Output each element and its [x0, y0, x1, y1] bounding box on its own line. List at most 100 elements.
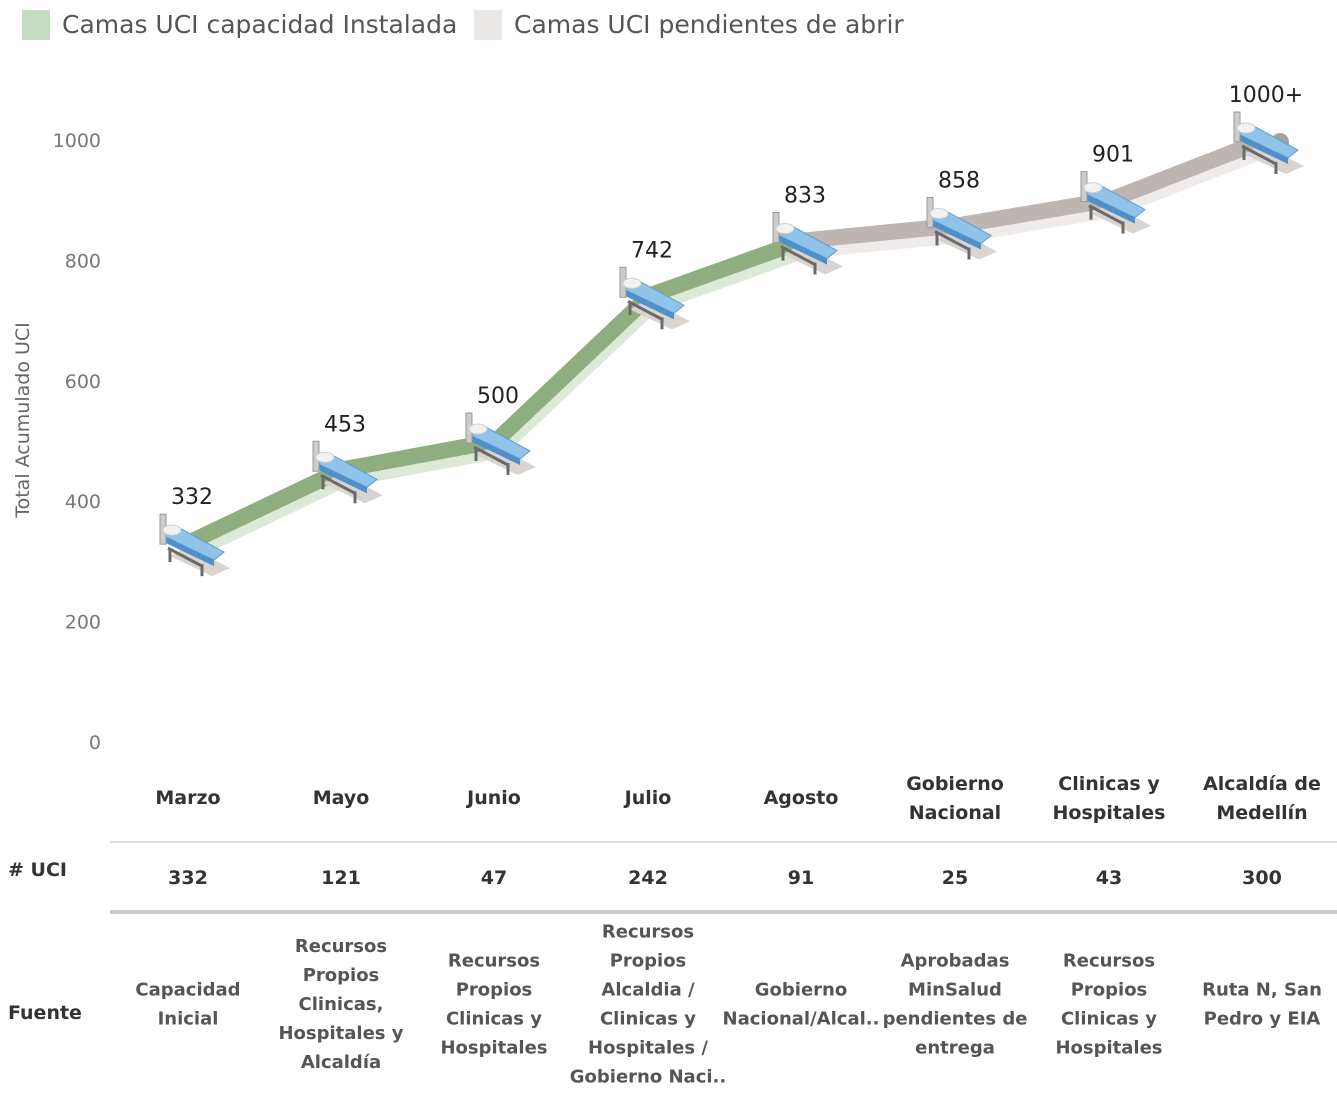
fuente-cell-1-1: Propios — [303, 965, 380, 986]
y-tick-200: 200 — [65, 612, 101, 634]
fuente-cell-1-2: Clinicas, — [299, 994, 384, 1015]
fuente-cell-1-0: Recursos — [295, 936, 387, 957]
data-label-3: 742 — [631, 238, 673, 263]
uci-cell-4: 91 — [788, 867, 814, 889]
y-tick-0: 0 — [89, 732, 101, 754]
table-uci-row: 332 121 47 242 91 25 43 300 — [168, 867, 1282, 889]
fuente-cell-0-0: Capacidad — [135, 980, 240, 1001]
bed-mattress-side — [1238, 134, 1288, 164]
fuente-cell-4-0: Gobierno — [755, 980, 847, 1001]
bed-frame — [627, 299, 663, 321]
uci-cell-1: 121 — [321, 867, 361, 889]
y-tick-600: 600 — [65, 371, 101, 393]
bed-mattress-side — [624, 289, 674, 320]
row-label-fuente: Fuente — [8, 1002, 82, 1024]
bed-mattress-side — [470, 435, 520, 465]
col-header-4-0: Agosto — [764, 787, 839, 809]
uci-cell-2: 47 — [481, 867, 507, 889]
bed-shadow — [630, 299, 690, 330]
col-header-3-0: Julio — [623, 787, 672, 809]
y-axis-label: Total Acumulado UCI — [12, 322, 34, 519]
fuente-cell-7-1: Pedro y EIA — [1204, 1009, 1321, 1030]
row-label-uci: # UCI — [8, 859, 67, 881]
fuente-cell-2-1: Propios — [456, 980, 533, 1001]
uci-cell-7: 300 — [1242, 867, 1282, 889]
fuente-cell-3-1: Propios — [610, 951, 687, 972]
bed-pillow — [1083, 182, 1103, 194]
fuente-cell-0-1: Inicial — [158, 1009, 219, 1030]
bed-icon-4 — [772, 212, 843, 275]
fuente-cell-6-0: Recursos — [1063, 951, 1155, 972]
bed-pillow — [162, 524, 182, 536]
y-tick-800: 800 — [65, 250, 101, 272]
y-tick-1000: 1000 — [53, 130, 101, 152]
bed-shadow — [783, 244, 843, 275]
col-header-6-1: Hospitales — [1053, 802, 1166, 824]
data-label-7: 1000+ — [1229, 83, 1303, 108]
col-header-1-0: Mayo — [313, 787, 370, 809]
fuente-cell-3-0: Recursos — [602, 922, 694, 943]
bed-frame — [934, 230, 970, 251]
uci-cell-5: 25 — [942, 867, 968, 889]
y-tick-400: 400 — [65, 491, 101, 513]
col-header-7-0: Alcaldía de — [1203, 773, 1321, 795]
table-header-row: Marzo Mayo Junio Julio Agosto Gobierno Naciona… — [155, 773, 1321, 824]
bed-icon-5 — [926, 196, 997, 260]
bed-mattress-side — [1085, 193, 1135, 224]
data-label-5: 858 — [938, 168, 980, 193]
fuente-cell-5-2: pendientes de — [883, 1009, 1028, 1030]
bed-mattress-side — [317, 463, 367, 494]
series-1-line — [795, 132, 1272, 249]
bed-shadow — [1091, 203, 1151, 234]
bed-icon-2 — [465, 412, 536, 475]
bed-frame — [780, 245, 816, 266]
data-label-2: 500 — [477, 384, 519, 409]
uci-cell-3: 242 — [628, 867, 668, 889]
bed-frame — [1088, 204, 1124, 225]
fuente-cell-3-2: Alcaldia / — [601, 980, 695, 1001]
col-header-5-0: Gobierno — [906, 773, 1004, 795]
data-label-1: 453 — [324, 412, 366, 437]
fuente-cell-2-0: Recursos — [448, 951, 540, 972]
fuente-cell-5-0: Aprobadas — [901, 951, 1010, 972]
bed-mattress-side — [931, 219, 981, 250]
bed-pillow — [1236, 122, 1256, 134]
fuente-cell-3-4: Hospitales / — [588, 1038, 708, 1059]
bed-frame — [320, 473, 356, 495]
fuente-cell-3-3: Clinicas y — [600, 1009, 696, 1030]
fuente-cell-5-3: entrega — [915, 1038, 995, 1059]
col-header-5-1: Nacional — [909, 802, 1001, 824]
col-header-7-1: Medellín — [1216, 802, 1307, 824]
fuente-cell-2-2: Clinicas y — [446, 1009, 542, 1030]
bed-icon-1 — [312, 440, 383, 504]
bed-frame — [167, 546, 203, 568]
col-header-0-0: Marzo — [155, 787, 220, 809]
table-fuente-row: Capacidad Inicial Recursos Propios Clinicas,… — [135, 922, 1321, 1088]
bed-icon-0 — [159, 513, 230, 577]
fuente-cell-4-1: Nacional/Alcal.. — [723, 1009, 880, 1030]
bed-icon-3 — [619, 266, 690, 330]
data-label-0: 332 — [171, 485, 213, 510]
legend-swatch-pending — [474, 10, 502, 40]
fuente-cell-7-0: Ruta N, San — [1202, 980, 1322, 1001]
data-label-4: 833 — [784, 184, 826, 209]
legend: Camas UCI capacidad Instalada Camas UCI … — [22, 10, 904, 40]
bed-icon-7 — [1233, 111, 1304, 174]
data-labels: 332 453 500 742 833 858 901 1000+ — [171, 83, 1303, 510]
y-axis-ticks: 0 200 400 600 800 1000 — [53, 130, 101, 754]
uci-cell-6: 43 — [1096, 867, 1122, 889]
col-header-2-0: Junio — [465, 787, 521, 809]
bed-shadow — [1244, 144, 1304, 174]
legend-swatch-installed — [22, 10, 50, 40]
bed-shadow — [937, 229, 997, 260]
bed-frame — [473, 445, 509, 467]
fuente-cell-6-3: Hospitales — [1055, 1038, 1162, 1059]
fuente-cell-5-1: MinSalud — [908, 980, 1002, 1001]
bed-pillow — [929, 207, 949, 219]
bed-pillow — [468, 423, 488, 435]
bed-shadow — [476, 445, 536, 475]
bed-icon-6 — [1080, 171, 1151, 234]
bed-pillow — [315, 451, 335, 463]
fuente-cell-1-4: Alcaldía — [301, 1052, 381, 1073]
